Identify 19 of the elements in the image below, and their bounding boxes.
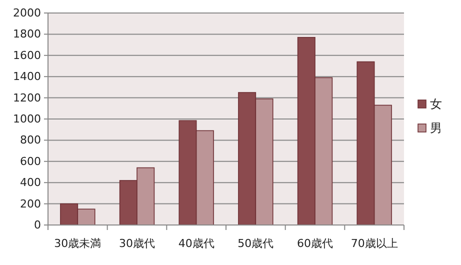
y-tick-label: 1800 (13, 28, 41, 41)
x-tick-label: 50歳代 (238, 236, 274, 250)
legend-label: 女 (430, 97, 442, 112)
y-tick-label: 1400 (13, 70, 41, 84)
legend-label: 男 (430, 121, 442, 136)
y-tick-label: 600 (20, 154, 41, 168)
y-tick-label: 400 (20, 176, 41, 190)
y-tick-label: 800 (20, 134, 41, 147)
y-tick-label: 200 (20, 197, 41, 210)
y-tick-label: 0 (34, 218, 41, 232)
y-tick-label: 1600 (13, 48, 41, 62)
x-tick-label: 60歳代 (297, 236, 333, 250)
x-tick-label: 40歳代 (178, 236, 214, 250)
y-tick-label: 1000 (13, 112, 41, 126)
x-tick-label: 30歳代 (119, 236, 155, 250)
y-tick-label: 1200 (13, 91, 41, 104)
y-tick-label: 2000 (13, 6, 41, 20)
x-tick-label: 70歳以上 (350, 236, 398, 250)
x-tick-label: 30歳未満 (54, 236, 102, 250)
